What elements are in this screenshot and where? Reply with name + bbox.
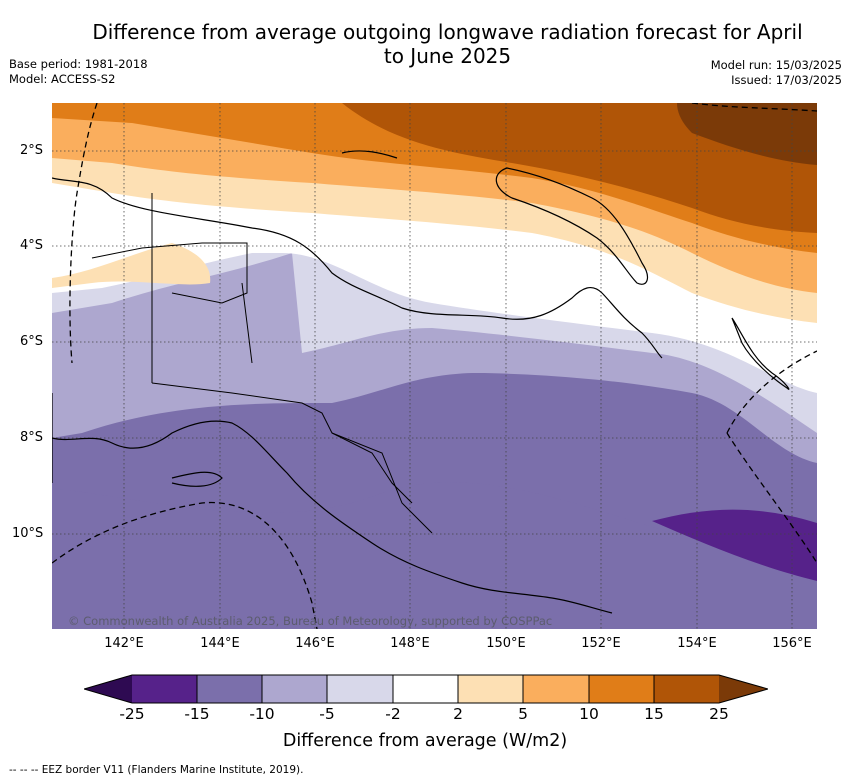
- colorbar-tick-plus2: 2: [453, 705, 463, 723]
- torres-islands: [171, 471, 223, 487]
- new-guinea-south-coast: [52, 420, 613, 614]
- colorbar-tick-minus15: -15: [184, 705, 210, 723]
- lat-label-4s: 4°S: [20, 238, 44, 253]
- colorbar-tick-plus15: 15: [644, 705, 664, 723]
- manus-coast: [341, 150, 398, 159]
- map-title: Difference from average outgoing longwav…: [92, 20, 803, 68]
- graticule: [52, 103, 817, 629]
- colorbar-segment-plus15-plus25: [654, 675, 719, 703]
- map-copyright: © Commonwealth of Australia 2025, Bureau…: [68, 614, 552, 628]
- province-border-a: [151, 382, 413, 504]
- colorbar-tick-plus25: 25: [709, 705, 729, 723]
- lon-label-148e: 148°E: [390, 636, 430, 651]
- admin-borders: [91, 193, 433, 534]
- base-model-info: Base period: 1981-2018 Model: ACCESS-S2: [9, 57, 148, 87]
- issued-text: Issued: 17/03/2025: [731, 73, 842, 87]
- band-south-lower: [52, 482, 817, 629]
- colorbar-segment-plus10-plus15: [589, 675, 654, 703]
- colorbar-outline: [84, 674, 768, 704]
- lat-label-8s: 8°S: [20, 430, 44, 445]
- band-plus15-plus25: [342, 103, 817, 233]
- new-britain-coast: [495, 167, 649, 285]
- map-canvas: © Commonwealth of Australia 2025, Bureau…: [52, 103, 817, 629]
- colorbar-segment-min: [84, 675, 132, 703]
- bougainville-coast: [731, 317, 790, 390]
- province-border-c: [91, 242, 248, 304]
- colorbar-tick-minus10: -10: [249, 705, 275, 723]
- olr-anomaly-map[interactable]: © Commonwealth of Australia 2025, Bureau…: [52, 103, 817, 629]
- province-border-d: [331, 432, 433, 534]
- colorbar-label: Difference from average (W/m2): [282, 731, 568, 751]
- lat-label-6s: 6°S: [20, 334, 44, 349]
- new-guinea-north-coast: [52, 177, 663, 359]
- colorbar-segment-minus15-minus10: [197, 675, 262, 703]
- lon-label-152e: 152°E: [581, 636, 621, 651]
- model-text: Model: ACCESS-S2: [9, 72, 116, 86]
- eez-border-west: [69, 103, 98, 364]
- lon-label-142e: 142°E: [104, 636, 144, 651]
- base-period-text: Base period: 1981-2018: [9, 57, 148, 71]
- band-minus15-minus25: [652, 509, 817, 581]
- model-run-text: Model run: 15/03/2025: [710, 58, 842, 72]
- colorbar-segment-minus2-plus2: [393, 675, 458, 703]
- colorbar-tick-plus10: 10: [579, 705, 599, 723]
- colorbar-segment-minus5-minus2: [327, 675, 393, 703]
- colorbar-tick-plus5: 5: [518, 705, 528, 723]
- eez-border-east: [726, 350, 817, 434]
- colorbar-segment-max: [719, 675, 768, 703]
- band-above-plus25: [677, 103, 817, 165]
- colorbar-segment-plus2-plus5: [458, 675, 523, 703]
- lat-label-10s: 10°S: [12, 526, 44, 541]
- eez-border-south: [52, 501, 318, 629]
- lat-label-2s: 2°S: [20, 143, 44, 158]
- run-issue-info: Model run: 15/03/2025 Issued: 17/03/2025: [711, 58, 842, 88]
- province-border-b: [241, 282, 253, 364]
- coastlines: [52, 150, 790, 614]
- lon-label-154e: 154°E: [677, 636, 717, 651]
- colorbar-tick-minus5: -5: [319, 705, 335, 723]
- band-plus2-west-lobe: [52, 243, 211, 288]
- colorbar: [84, 674, 768, 704]
- colorbar-segment-minus25-minus15: [132, 675, 197, 703]
- lon-label-150e: 150°E: [486, 636, 526, 651]
- colorbar-tick-minus25: -25: [119, 705, 145, 723]
- eez-borders: [52, 103, 817, 629]
- colorbar-tick-minus2: -2: [385, 705, 401, 723]
- lon-label-144e: 144°E: [200, 636, 240, 651]
- eez-border-southeast: [726, 432, 817, 564]
- colorbar-segment-plus5-plus10: [523, 675, 589, 703]
- lon-label-146e: 146°E: [295, 636, 335, 651]
- eez-border-north: [691, 103, 817, 112]
- colorbar-segment-minus10-minus5: [262, 675, 327, 703]
- eez-legend-note: -- -- -- EEZ border V11 (Flanders Marine…: [9, 764, 304, 776]
- lon-label-156e: 156°E: [772, 636, 812, 651]
